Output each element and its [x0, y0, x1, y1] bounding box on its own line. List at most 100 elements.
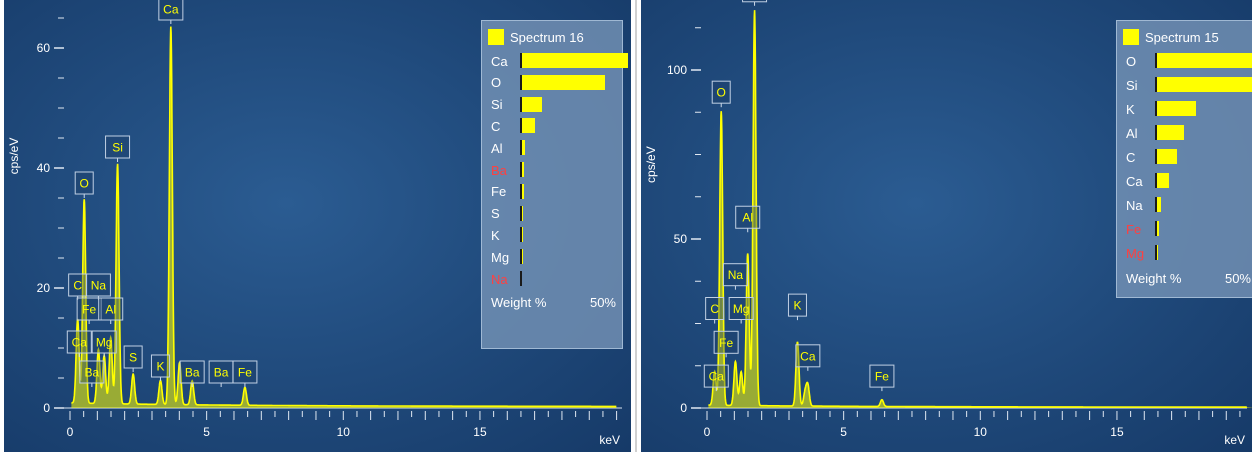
peak-label-o: O — [711, 80, 731, 108]
legend-title-text: Spectrum 16 — [510, 29, 584, 45]
peak-label-na: Na — [722, 263, 748, 290]
x-tick-label: 5 — [840, 425, 847, 439]
legend-row-si: Si — [491, 95, 631, 115]
peak-label-k: K — [150, 354, 170, 381]
svg-text:Mg: Mg — [96, 336, 113, 350]
spectrum-15-panel: 0 5 10 15 keV 0 50 100 cps/eV Si O Al Na C Mg K Fe Ca Ca Fe… — [641, 0, 1252, 452]
x-unit-label: keV — [1224, 433, 1245, 447]
legend-row-na: Na — [491, 269, 631, 289]
x-tick-label: 0 — [67, 425, 74, 439]
legend-row-al: Al — [491, 138, 631, 158]
legend-title: Spectrum 15 — [1123, 27, 1252, 47]
x-tick-label: 10 — [974, 425, 988, 439]
svg-text:Ca: Ca — [72, 336, 88, 350]
legend-element-label: Mg — [1126, 245, 1145, 261]
spectrum-16-panel: 0 5 10 15 keV 0 20 40 60 cps/eV Ca Si O C Na Fe Al Ca Mg Ba… — [4, 0, 631, 452]
legend-swatch — [488, 29, 504, 45]
peak-label-c: C — [68, 273, 88, 300]
peak-label-fe: Fe — [869, 364, 895, 392]
legend-row-mg: Mg — [1126, 243, 1252, 263]
legend-element-label: O — [1126, 53, 1137, 69]
legend-element-label: Al — [491, 140, 503, 156]
legend-weight-bar — [520, 96, 542, 112]
svg-text:Fe: Fe — [82, 303, 96, 317]
legend-row-mg: Mg — [491, 247, 631, 267]
legend-weight-bar — [520, 53, 628, 68]
legend-element-label: K — [491, 227, 500, 243]
svg-text:K: K — [156, 360, 164, 374]
legend-row-si: Si — [1126, 75, 1252, 95]
legend-element-label: Ba — [491, 162, 507, 178]
peak-label-fe: Fe — [713, 330, 739, 358]
legend-row-ca: Ca — [1126, 171, 1252, 191]
legend-weight-bar — [520, 249, 523, 265]
legend-element-label: Si — [1126, 77, 1138, 93]
spectrum-16-legend: Spectrum 16 Ca O Si C Al Ba Fe S K Mg Na Weight % 50% — [481, 20, 628, 349]
legend-weight-bar — [1155, 125, 1185, 140]
y-tick-label: 40 — [37, 161, 51, 175]
y-tick-label: 60 — [37, 41, 51, 55]
legend-row-na: Na — [1126, 195, 1252, 215]
peak-label-fe: Fe — [76, 297, 102, 324]
svg-text:Mg: Mg — [733, 302, 750, 316]
legend-title-text: Spectrum 15 — [1145, 29, 1219, 45]
svg-text:Na: Na — [728, 268, 744, 282]
spectrum-15-legend: Spectrum 15 O Si K Al C Ca Na Fe Mg Weight % 50% — [1116, 20, 1252, 298]
y-tick-label: 0 — [680, 401, 687, 415]
legend-weight-bar — [1155, 101, 1196, 116]
legend-row-k: K — [491, 225, 631, 245]
svg-text:C: C — [73, 279, 82, 293]
svg-text:O: O — [717, 86, 726, 100]
legend-weight-bar — [520, 227, 523, 243]
x-tick-label: 10 — [337, 425, 351, 439]
legend-footer: Weight % 50% — [1126, 271, 1251, 286]
legend-element-label: Na — [1126, 197, 1143, 213]
legend-weight-bar — [520, 183, 524, 199]
legend-row-ba: Ba — [491, 160, 631, 180]
svg-text:Fe: Fe — [875, 370, 889, 384]
spectrum-line — [71, 26, 617, 408]
legend-weight-bar — [1155, 245, 1159, 260]
legend-row-c: C — [491, 116, 631, 136]
peak-label-ca: Ca — [795, 344, 821, 371]
svg-text:Si: Si — [112, 141, 123, 155]
peak-label-ca: Ca — [66, 330, 92, 357]
legend-weight-bar — [520, 271, 523, 286]
legend-element-label: Fe — [491, 184, 507, 200]
y-tick-label: 20 — [37, 281, 51, 295]
legend-max-label: 50% — [1224, 271, 1251, 286]
spectrum-line — [708, 10, 1247, 408]
peak-label-al: Al — [98, 297, 124, 324]
legend-element-label: Si — [491, 97, 503, 113]
peak-label-na: Na — [85, 273, 111, 300]
svg-text:Ba: Ba — [185, 366, 200, 380]
legend-element-label: Al — [1126, 125, 1138, 141]
svg-text:Ca: Ca — [163, 3, 179, 17]
peak-label-ba: Ba — [179, 360, 205, 387]
x-tick-label: 5 — [203, 425, 210, 439]
legend-row-s: S — [491, 204, 631, 224]
legend-row-o: O — [491, 73, 631, 93]
legend-weight-bar — [1155, 173, 1169, 188]
y-tick-label: 50 — [674, 232, 688, 246]
x-tick-label: 15 — [1110, 425, 1124, 439]
y-tick-label: 100 — [667, 63, 687, 77]
legend-element-label: C — [491, 118, 501, 134]
legend-row-o: O — [1126, 51, 1252, 71]
legend-weight-bar — [520, 140, 525, 156]
legend-weight-label: Weight % — [1126, 271, 1182, 286]
peak-label-si: Si — [105, 135, 131, 162]
y-axis-label: cps/eV — [644, 146, 658, 183]
legend-row-fe: Fe — [1126, 219, 1252, 239]
legend-weight-bar — [1155, 197, 1161, 212]
legend-weight-bar — [1155, 53, 1252, 68]
legend-weight-bar — [520, 74, 605, 90]
x-unit-label: keV — [599, 433, 620, 447]
legend-title: Spectrum 16 — [488, 27, 618, 47]
spectrum-16-chart: 0 5 10 15 keV 0 20 40 60 cps/eV Ca Si O C Na Fe Al Ca Mg Ba… — [7, 0, 622, 447]
legend-weight-bar — [520, 205, 524, 221]
peak-label-fe: Fe — [232, 360, 258, 387]
legend-element-label: K — [1126, 101, 1135, 117]
legend-row-ca: Ca — [491, 51, 631, 71]
